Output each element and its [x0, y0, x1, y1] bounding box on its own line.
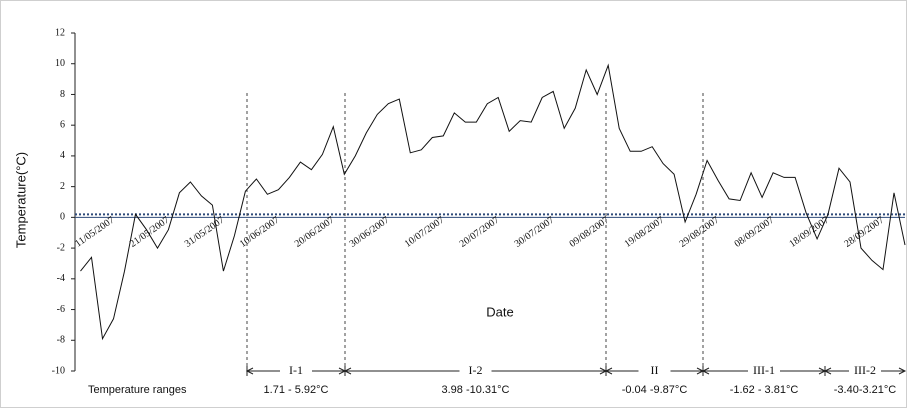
period-range: 3.98 -10.31°C: [442, 384, 510, 396]
temperature-line: [80, 63, 906, 341]
period-label: II: [651, 363, 659, 377]
period-range: -0.04 -9.87°C: [622, 384, 688, 396]
y-tick-label: 2: [60, 181, 65, 192]
y-tick-label: -4: [57, 273, 65, 284]
label-bg: [459, 364, 492, 378]
y-tick-label: -10: [52, 365, 65, 376]
bracket-arrow: [898, 367, 907, 375]
y-axis-title: Temperature(°C): [13, 152, 28, 248]
y-tick-label: 12: [55, 27, 65, 38]
y-tick-label: 0: [60, 212, 65, 223]
y-tick-label: -2: [57, 242, 65, 253]
y-tick-label: -8: [57, 335, 65, 346]
label-bg: [748, 364, 780, 378]
period-label: III-2: [854, 363, 876, 377]
y-tick-label: 4: [60, 150, 65, 161]
ranges-label: Temperature ranges: [88, 384, 187, 396]
y-tick-label: 6: [60, 119, 65, 130]
label-bg: [638, 364, 671, 378]
period-label: I-2: [469, 363, 483, 377]
y-tick-label: -6: [57, 304, 65, 315]
period-range: 1.71 - 5.92°C: [264, 384, 329, 396]
label-bg: [280, 364, 312, 378]
period-label: III-1: [753, 363, 775, 377]
period-range: -1.62 - 3.81°C: [730, 384, 799, 396]
period-label: I-1: [289, 363, 303, 377]
y-tick-label: 8: [60, 89, 65, 100]
x-axis-title: Date: [486, 304, 513, 319]
label-bg: [849, 364, 881, 378]
y-tick-label: 10: [55, 58, 65, 69]
period-range: -3.40-3.21°C: [834, 384, 897, 396]
